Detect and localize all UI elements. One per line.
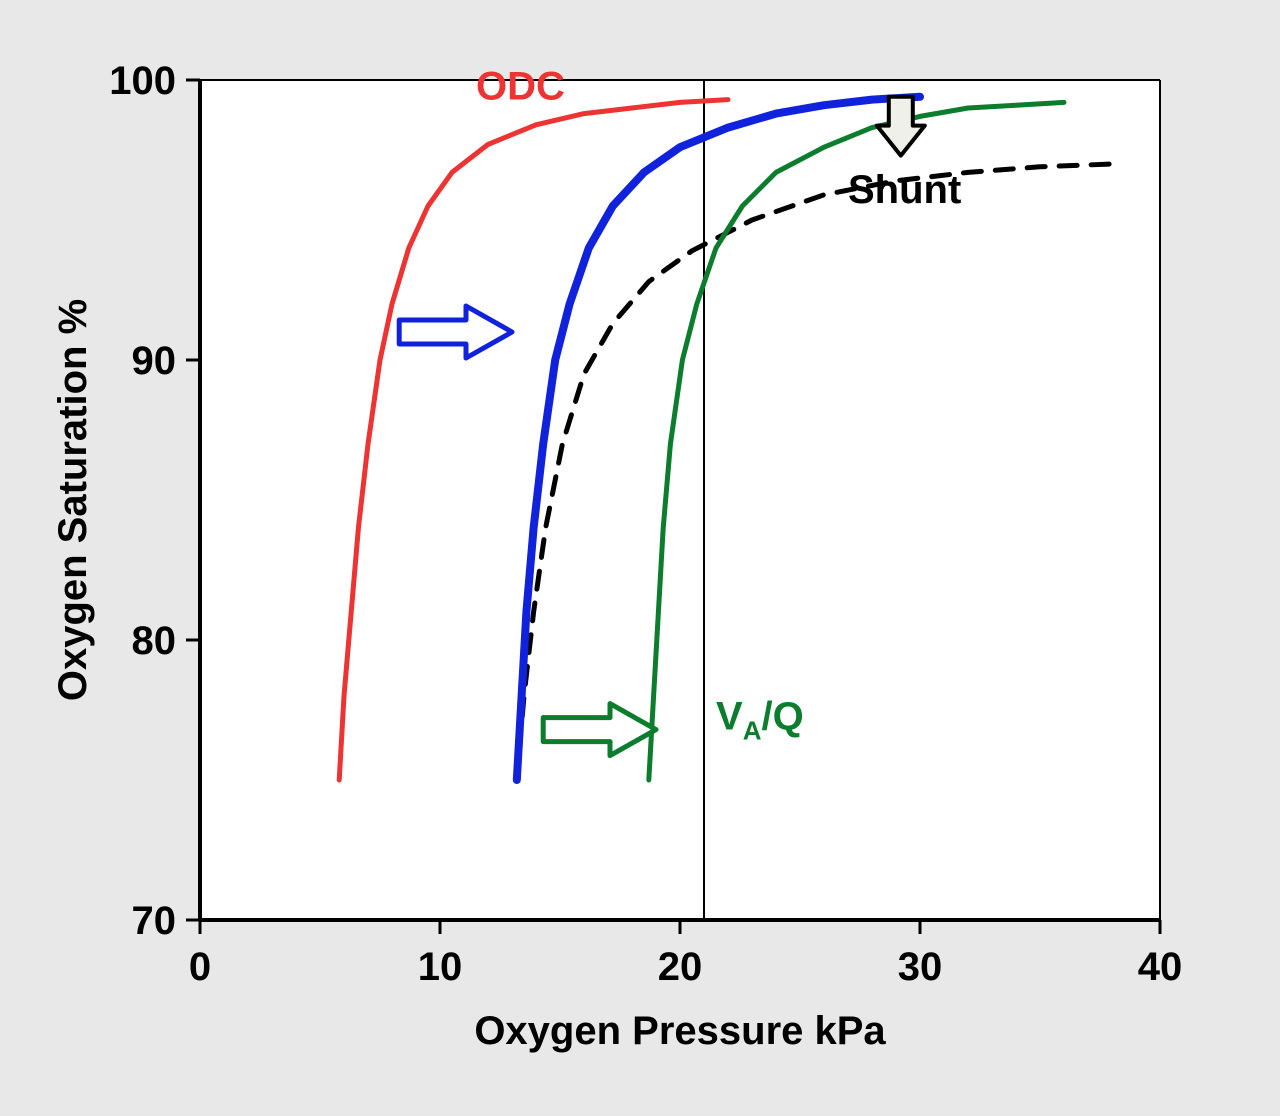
label-shunt: Shunt bbox=[848, 168, 961, 212]
label-odc: ODC bbox=[476, 65, 565, 109]
chart-svg: 0 10 20 30 40 70 80 90 100 Oxygen Pressure kPa Oxy… bbox=[0, 0, 1280, 1116]
y-tick-label: 100 bbox=[109, 59, 176, 103]
x-tick-label: 0 bbox=[189, 945, 211, 989]
y-tick-label: 70 bbox=[132, 899, 177, 943]
y-tick-label: 80 bbox=[132, 619, 177, 663]
y-axis-title: Oxygen Saturation % bbox=[51, 299, 95, 701]
plot-area bbox=[200, 80, 1160, 920]
x-tick-label: 10 bbox=[418, 945, 463, 989]
odc-chart: 0 10 20 30 40 70 80 90 100 Oxygen Pressure kPa Oxy… bbox=[0, 0, 1280, 1116]
x-axis-title: Oxygen Pressure kPa bbox=[474, 1009, 886, 1053]
y-tick-label: 90 bbox=[132, 339, 177, 383]
x-tick-label: 20 bbox=[658, 945, 703, 989]
x-tick-label: 40 bbox=[1138, 945, 1183, 989]
x-tick-label: 30 bbox=[898, 945, 943, 989]
